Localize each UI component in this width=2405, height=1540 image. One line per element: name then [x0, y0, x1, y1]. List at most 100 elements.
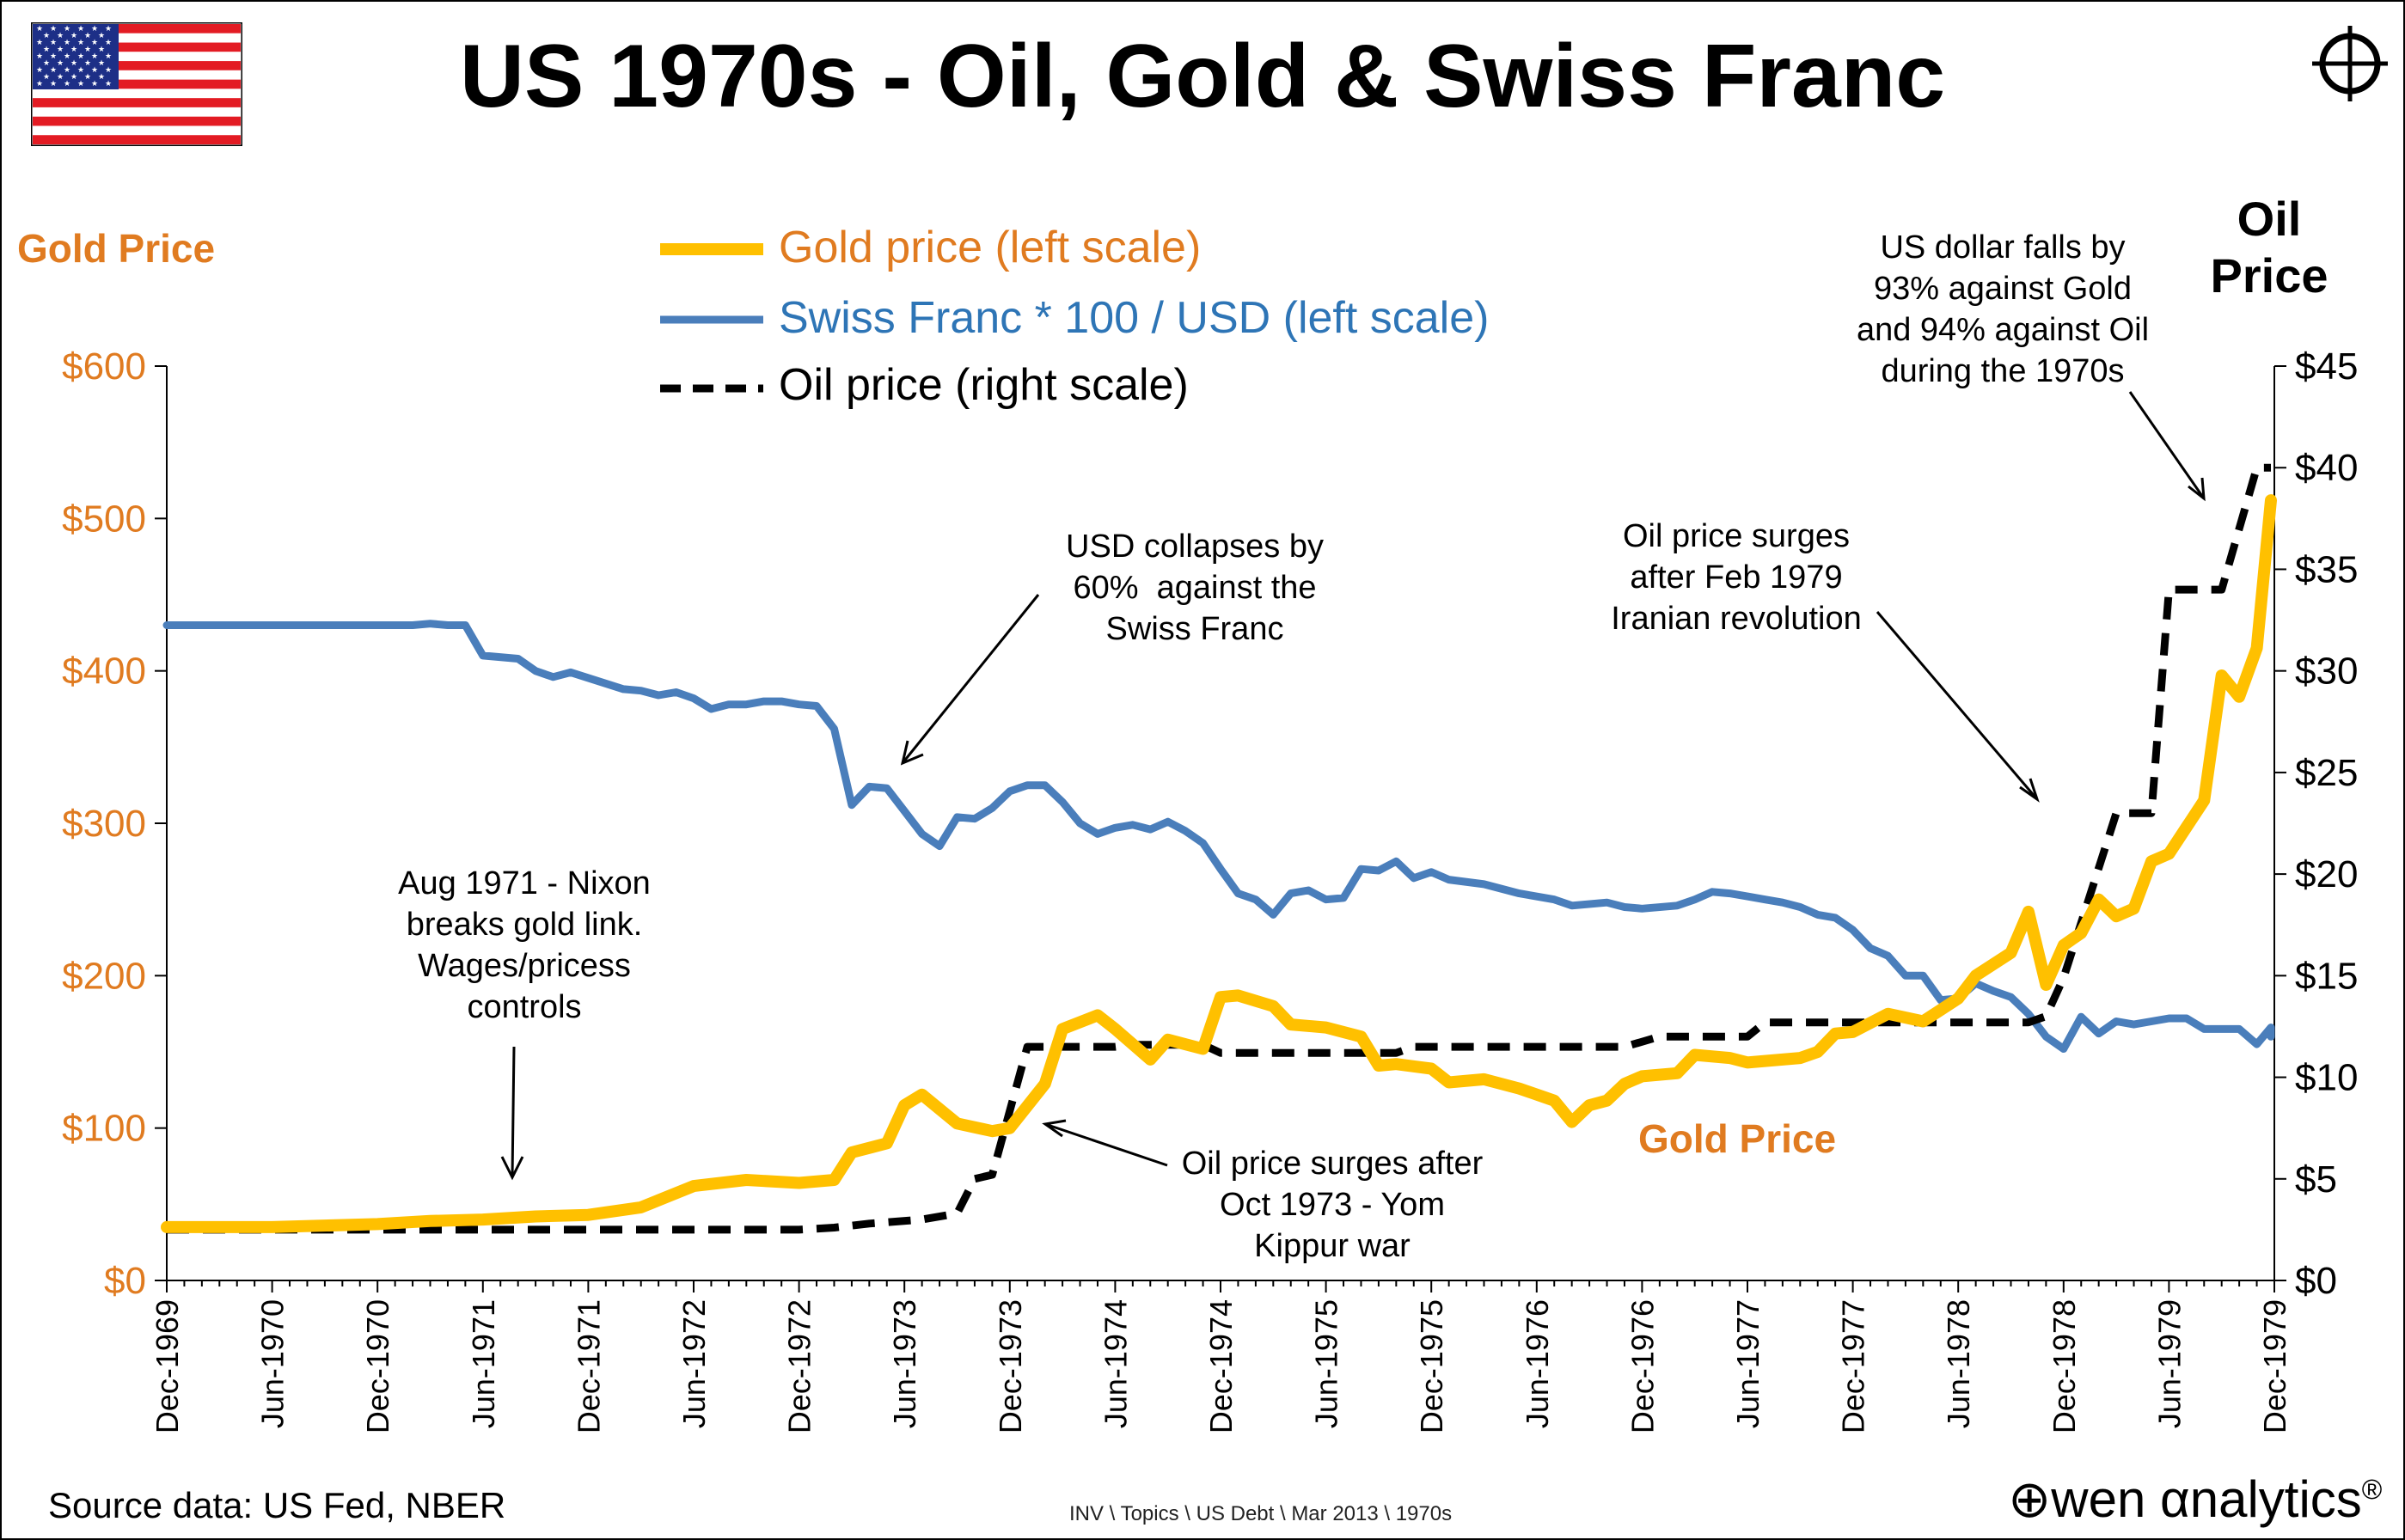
right-tick-label: $25: [2295, 752, 2358, 794]
svg-text:★: ★: [91, 25, 98, 34]
svg-text:★: ★: [70, 59, 77, 68]
x-tick-label: Jun-1970: [255, 1299, 291, 1428]
svg-text:★: ★: [70, 32, 77, 40]
x-tick-label: Jun-1977: [1730, 1299, 1766, 1428]
svg-text:★: ★: [43, 59, 50, 68]
svg-text:★: ★: [57, 73, 64, 82]
right-tick-label: $40: [2295, 447, 2358, 489]
x-tick-label: Dec-1972: [782, 1299, 817, 1433]
x-tick-label: Dec-1975: [1414, 1299, 1449, 1433]
arrow-usd-swiss: [901, 594, 1040, 764]
us-flag-icon: ★ ★ ★ ★ ★ ★★ ★ ★ ★ ★★ ★ ★ ★ ★ ★★ ★ ★ ★ ★★ ★ ★ ★ ★ ★★ ★ ★ ★ ★★ ★ ★ ★ ★ ★★…: [31, 22, 242, 146]
right-axis-title-line1: Oil: [2237, 192, 2302, 246]
x-tick-label: Dec-1974: [1203, 1299, 1239, 1433]
arrowhead-oil-1979: [2019, 778, 2040, 803]
crosshair-icon: [2312, 26, 2388, 101]
svg-text:★: ★: [105, 66, 112, 75]
svg-text:★: ★: [36, 39, 43, 47]
arrowhead-usd-swiss: [900, 740, 924, 766]
x-tick-label: Dec-1977: [1836, 1299, 1871, 1433]
arrowhead-usd-falls: [2188, 477, 2206, 502]
x-tick-label: Jun-1979: [2151, 1299, 2187, 1428]
svg-text:★: ★: [105, 25, 112, 34]
svg-text:★: ★: [36, 80, 43, 89]
legend-label-chf: Swiss Franc * 100 / USD (left scale): [779, 293, 1490, 343]
left-tick-label: $100: [62, 1108, 146, 1150]
left-tick-label: $200: [62, 955, 146, 997]
annotation-oil-1979: Oil price surges after Feb 1979 Iranian …: [1611, 518, 1862, 637]
series-line-gold: [161, 494, 2277, 1233]
svg-text:★: ★: [98, 59, 105, 68]
arrow-nixon: [511, 1046, 516, 1178]
right-tick-label: $5: [2295, 1158, 2337, 1201]
svg-text:★: ★: [36, 52, 43, 61]
annotation-usd-falls: US dollar falls by 93% against Gold and …: [1856, 229, 2150, 389]
left-tick-label: $400: [62, 651, 146, 693]
svg-text:★: ★: [57, 32, 64, 40]
svg-text:★: ★: [64, 52, 70, 61]
svg-text:★: ★: [64, 25, 70, 34]
left-axis-title: Gold Price: [17, 226, 216, 271]
svg-text:★: ★: [91, 39, 98, 47]
svg-text:★: ★: [50, 52, 57, 61]
svg-text:★: ★: [77, 25, 84, 34]
legend-label-oil: Oil price (right scale): [779, 360, 1189, 410]
svg-text:★: ★: [57, 59, 64, 68]
svg-text:★: ★: [50, 80, 57, 89]
legend-label-gold: Gold price (left scale): [779, 223, 1202, 272]
left-tick-label: $0: [104, 1260, 146, 1302]
svg-text:★: ★: [98, 46, 105, 54]
svg-text:★: ★: [64, 39, 70, 47]
x-tick-label: Jun-1975: [1309, 1299, 1344, 1428]
svg-text:★: ★: [84, 32, 91, 40]
source-note: Source data: US Fed, NBER: [48, 1485, 506, 1525]
right-tick-label: $0: [2295, 1260, 2337, 1302]
annotation-oil-1973: Oil price surges after Oct 1973 - Yom Ki…: [1181, 1146, 1484, 1264]
right-tick-label: $10: [2295, 1057, 2358, 1099]
svg-text:★: ★: [43, 32, 50, 40]
left-tick-label: $300: [62, 803, 146, 845]
brand-logo: ⊕wen αnalytics®: [2008, 1470, 2382, 1530]
annotation-nixon: Aug 1971 - Nixon breaks gold link. Wages…: [398, 865, 651, 1025]
svg-text:★: ★: [91, 80, 98, 89]
x-tick-label: Jun-1971: [466, 1299, 501, 1428]
arrowhead-oil-1973: [1042, 1119, 1067, 1138]
x-tick-label: Jun-1978: [1941, 1299, 1976, 1428]
svg-text:★: ★: [70, 46, 77, 54]
svg-text:★: ★: [64, 66, 70, 75]
svg-text:★: ★: [36, 25, 43, 34]
svg-text:★: ★: [77, 80, 84, 89]
brand-crosshair-icon: ⊕: [2008, 1470, 2052, 1528]
x-tick-label: Dec-1979: [2257, 1299, 2292, 1433]
chart-title: US 1970s - Oil, Gold & Swiss Franc: [459, 27, 1946, 126]
svg-text:★: ★: [91, 66, 98, 75]
x-tick-label: Dec-1978: [2047, 1299, 2082, 1433]
svg-text:★: ★: [84, 73, 91, 82]
right-tick-label: $20: [2295, 853, 2358, 895]
svg-text:★: ★: [43, 73, 50, 82]
svg-text:★: ★: [98, 73, 105, 82]
svg-text:★: ★: [50, 25, 57, 34]
svg-text:★: ★: [57, 46, 64, 54]
right-axis-title: Oil Price: [2200, 191, 2338, 304]
svg-text:★: ★: [77, 52, 84, 61]
right-tick-label: $15: [2295, 955, 2358, 997]
right-tick-label: $35: [2295, 548, 2358, 590]
svg-text:★: ★: [50, 39, 57, 47]
svg-text:★: ★: [64, 80, 70, 89]
x-tick-label: Dec-1976: [1625, 1299, 1660, 1433]
right-axis-title-line2: Price: [2210, 248, 2329, 302]
brand-registered-mark: ®: [2361, 1474, 2383, 1505]
left-tick-label: $600: [62, 345, 146, 388]
svg-text:★: ★: [50, 66, 57, 75]
arrow-usd-falls: [2128, 391, 2206, 499]
svg-text:★: ★: [91, 52, 98, 61]
svg-text:★: ★: [105, 39, 112, 47]
arrowhead-nixon: [500, 1156, 524, 1181]
x-tick-label: Jun-1972: [676, 1299, 712, 1428]
svg-text:★: ★: [36, 66, 43, 75]
arrow-oil-1979: [1876, 611, 2039, 800]
left-tick-label: $500: [62, 498, 146, 540]
